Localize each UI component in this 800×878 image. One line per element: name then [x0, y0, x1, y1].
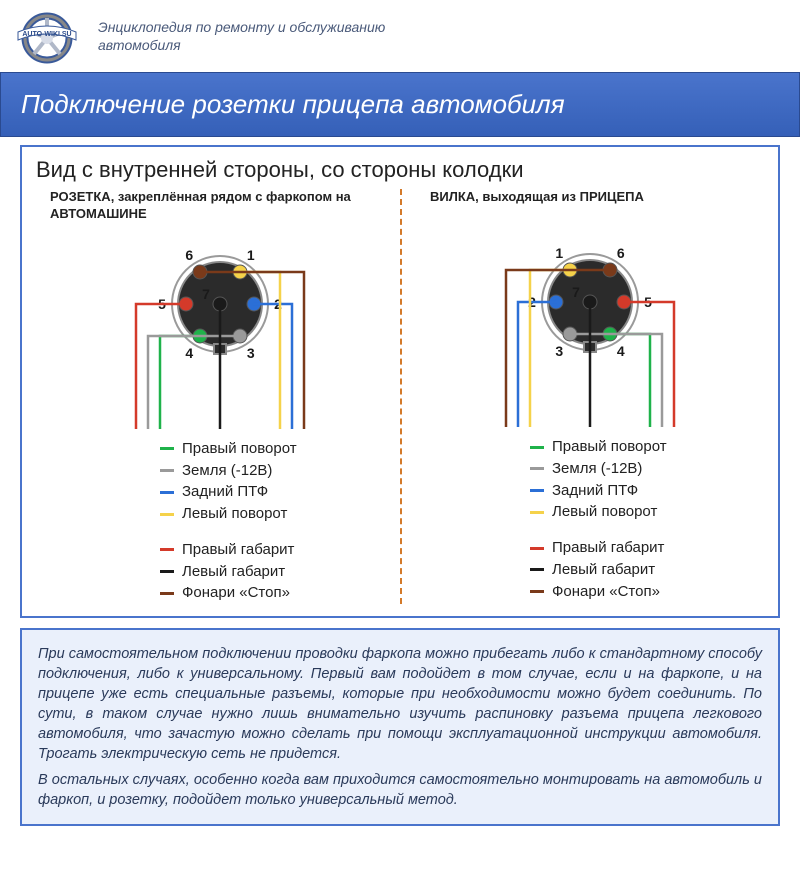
svg-text:7: 7: [202, 286, 210, 302]
site-logo: AUTO-WIKI.SU: [12, 6, 82, 66]
wire-label: Правый габарит: [160, 539, 400, 561]
wire-label: Задний ПТФ: [530, 480, 770, 502]
diagram-columns: РОЗЕТКА, закреплённая рядом с фаркопом н…: [30, 189, 770, 604]
wire-label: Правый поворот: [530, 436, 770, 458]
svg-text:6: 6: [617, 245, 625, 261]
svg-text:7: 7: [572, 284, 580, 300]
wire-label: Левый поворот: [160, 503, 400, 525]
wiring-diagram-panel: Вид с внутренней стороны, со стороны кол…: [20, 145, 780, 618]
wire-label: Земля (-12В): [160, 460, 400, 482]
wire-label: Фонари «Стоп»: [160, 582, 400, 604]
site-header: AUTO-WIKI.SU Энциклопедия по ремонту и о…: [0, 0, 800, 72]
socket-label-list: Правый поворотЗемля (-12В)Задний ПТФЛевы…: [30, 434, 400, 604]
explanatory-note: При самостоятельном подключении проводки…: [20, 628, 780, 826]
plug-column: ВИЛКА, выходящая из ПРИЦЕПА 1234567 Прав…: [400, 189, 770, 604]
svg-text:1: 1: [247, 247, 255, 263]
wire-label: Земля (-12В): [530, 458, 770, 480]
plug-title: ВИЛКА, выходящая из ПРИЦЕПА: [400, 189, 770, 227]
page-title: Подключение розетки прицепа автомобиля: [0, 72, 800, 137]
note-paragraph: В остальных случаях, особенно когда вам …: [38, 770, 762, 810]
plug-connector-diagram: 1234567: [400, 227, 770, 432]
wire-label: Задний ПТФ: [160, 481, 400, 503]
svg-text:4: 4: [617, 343, 625, 359]
wire-label: Правый габарит: [530, 537, 770, 559]
plug-label-list: Правый поворотЗемля (-12В)Задний ПТФЛевы…: [400, 432, 770, 602]
svg-text:AUTO-WIKI.SU: AUTO-WIKI.SU: [22, 31, 71, 38]
wire-label: Левый габарит: [530, 559, 770, 581]
wire-label: Фонари «Стоп»: [530, 581, 770, 603]
wire-label: Левый габарит: [160, 561, 400, 583]
socket-column: РОЗЕТКА, закреплённая рядом с фаркопом н…: [30, 189, 400, 604]
note-paragraph: При самостоятельном подключении проводки…: [38, 644, 762, 764]
wire-label: Левый поворот: [530, 501, 770, 523]
svg-text:6: 6: [185, 247, 193, 263]
socket-title: РОЗЕТКА, закреплённая рядом с фаркопом н…: [30, 189, 400, 229]
socket-connector-diagram: 1234567: [30, 229, 400, 434]
wire-label: Правый поворот: [160, 438, 400, 460]
diagram-heading: Вид с внутренней стороны, со стороны кол…: [30, 157, 770, 183]
svg-text:3: 3: [247, 345, 255, 361]
svg-text:4: 4: [185, 345, 193, 361]
site-tagline: Энциклопедия по ремонту и обслуживанию а…: [98, 18, 398, 54]
svg-text:1: 1: [555, 245, 563, 261]
svg-text:3: 3: [555, 343, 563, 359]
